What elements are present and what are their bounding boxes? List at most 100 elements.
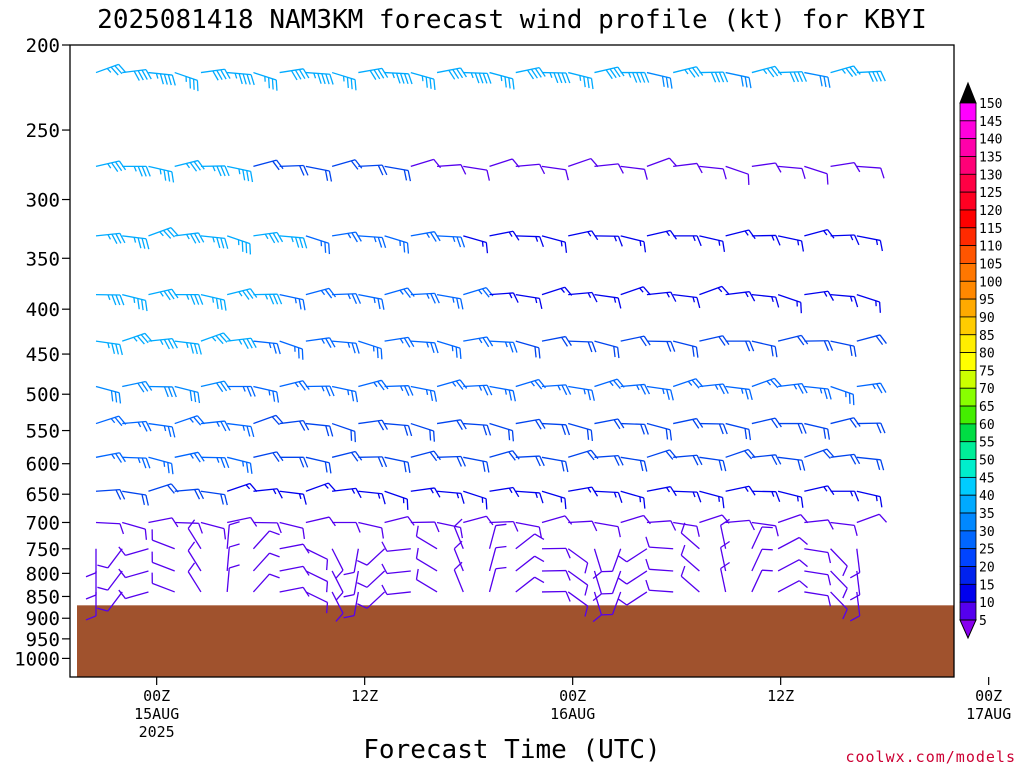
barb-flag — [85, 615, 97, 621]
wind-barb — [830, 548, 848, 577]
wind-barb — [200, 165, 230, 177]
wind-barb — [699, 285, 730, 296]
barb-flag — [849, 345, 853, 357]
y-tick-label: 950 — [26, 629, 60, 651]
colorbar-label: 5 — [979, 614, 987, 629]
barb-flag — [325, 385, 331, 397]
wind-barb — [305, 570, 329, 593]
barb-staff — [830, 161, 855, 168]
wind-barb — [95, 385, 122, 404]
barb-flag — [351, 342, 356, 354]
barb-flag — [171, 171, 175, 183]
barb-flag — [429, 390, 434, 402]
barb-half-flag — [849, 491, 854, 497]
barb-flag — [407, 462, 411, 474]
barb-flag — [868, 71, 874, 82]
barb-staff — [125, 591, 149, 600]
barb-flag — [718, 336, 726, 346]
barb-flag — [692, 455, 699, 466]
wind-barb — [646, 385, 674, 401]
wind-barb — [725, 385, 753, 401]
barb-flag — [565, 72, 571, 84]
wind-barb — [725, 229, 756, 240]
barb-staff — [148, 483, 172, 492]
barb-flag — [328, 462, 332, 474]
barb-flag — [299, 457, 305, 468]
wind-barb — [541, 71, 571, 84]
wind-barb — [415, 547, 438, 572]
wind-barb — [253, 159, 284, 171]
barb-half-flag — [110, 418, 116, 424]
barb-flag — [800, 302, 802, 314]
barb-half-flag — [186, 294, 190, 300]
wind-barb — [673, 340, 699, 358]
barb-flag — [215, 335, 224, 345]
barb-flag — [276, 391, 280, 403]
wind-barb — [568, 157, 599, 168]
wind-barb — [680, 565, 700, 593]
barb-flag — [800, 334, 809, 345]
barb-flag — [223, 299, 227, 311]
barb-half-flag — [841, 68, 846, 74]
barb-half-flag — [613, 492, 617, 498]
barb-half-flag — [238, 339, 243, 345]
wind-barb — [122, 456, 151, 469]
barb-flag — [433, 450, 441, 461]
barb-flag — [219, 381, 228, 392]
barb-flag — [876, 422, 882, 434]
wind-barb — [463, 490, 488, 510]
barb-flag — [486, 461, 490, 473]
barb-flag — [141, 238, 146, 249]
wind-barb — [253, 340, 281, 355]
wind-barb — [777, 293, 802, 314]
barb-flag — [187, 541, 196, 551]
barb-staff — [331, 591, 344, 614]
barb-staff — [646, 520, 671, 524]
colorbar-swatch — [959, 423, 977, 443]
barb-flag — [145, 69, 152, 80]
wind-barb — [305, 71, 334, 85]
barb-flag — [696, 235, 702, 247]
wind-barb — [699, 235, 726, 253]
barb-flag — [346, 77, 349, 89]
barb-flag — [696, 526, 700, 537]
barb-flag — [216, 70, 223, 81]
barb-flag — [434, 293, 440, 304]
barb-staff — [463, 515, 487, 524]
barb-staff — [489, 520, 514, 524]
barb-flag — [118, 392, 122, 404]
barb-flag — [276, 232, 284, 243]
wind-barb — [646, 157, 678, 167]
wind-barb — [541, 456, 569, 473]
wind-barb — [437, 235, 466, 248]
wind-barb — [725, 165, 750, 185]
wind-barb — [410, 385, 438, 402]
barb-half-flag — [294, 382, 299, 388]
barb-flag — [853, 525, 858, 536]
wind-barb — [567, 570, 589, 596]
barb-flag — [196, 80, 199, 92]
barb-flag — [617, 297, 622, 309]
barb-flag — [849, 594, 861, 601]
barb-half-flag — [324, 484, 329, 489]
barb-flag — [192, 79, 195, 90]
barb-flag — [249, 463, 253, 474]
barb-staff — [463, 422, 488, 426]
barb-flag — [827, 485, 835, 496]
wind-barb — [856, 165, 885, 179]
barb-flag — [688, 68, 696, 78]
barb-flag — [748, 520, 755, 531]
barb-flag — [848, 393, 851, 404]
barb-flag — [771, 454, 778, 466]
barb-flag — [326, 581, 329, 593]
barb-flag — [275, 414, 284, 424]
wind-barb — [410, 340, 439, 354]
barb-staff — [489, 158, 513, 167]
colorbar-swatch — [959, 566, 977, 585]
barb-flag — [403, 241, 406, 253]
colorbar-swatch — [959, 601, 977, 621]
barb-staff — [649, 589, 674, 593]
wind-barb — [331, 548, 344, 579]
barb-flag — [691, 379, 700, 389]
wind-barb — [673, 521, 700, 537]
